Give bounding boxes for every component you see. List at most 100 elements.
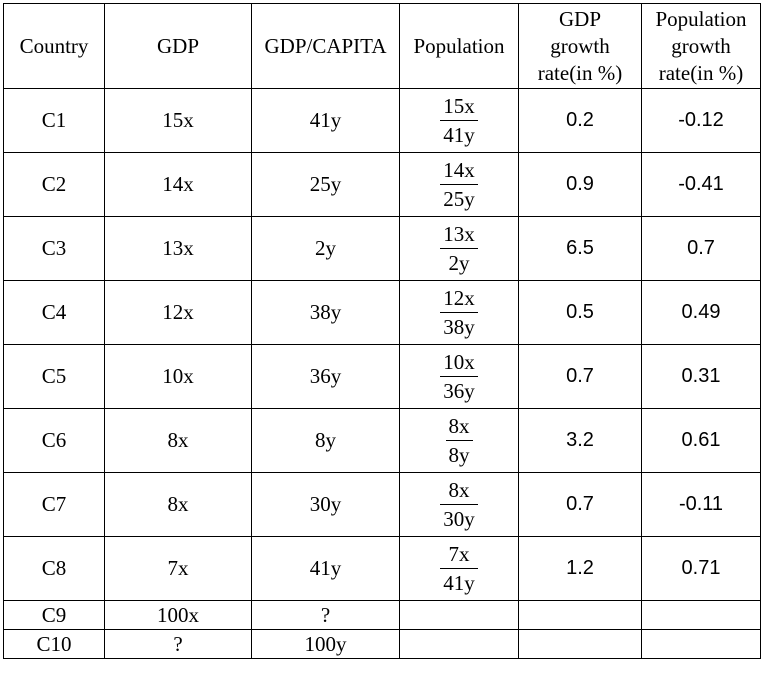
gdp-per-capita-cell: 100y [251,629,400,659]
fraction-bar [440,312,478,313]
gdp-cell: 13x [104,216,252,281]
fraction-bar [440,568,478,569]
header-gdp-growth-rate: GDP growth rate(in %) [518,3,642,89]
population-cell: 10x 36y [399,344,519,409]
gdp-cell: 8x [104,472,252,537]
country-gdp-table: Country GDP GDP/CAPITA Population GDP gr… [3,3,761,659]
gdp-cell: 14x [104,152,252,217]
gdp-growth-cell: 1.2 [518,536,642,601]
country-cell: C7 [3,472,105,537]
country-cell: C2 [3,152,105,217]
country-cell: C6 [3,408,105,473]
gdp-per-capita-cell: 36y [251,344,400,409]
population-growth-cell: 0.61 [641,408,761,473]
population-fraction: 14x 25y [440,157,478,212]
population-cell: 7x 41y [399,536,519,601]
fraction-numerator: 10x [443,350,475,374]
gdp-cell: 15x [104,88,252,153]
gdp-growth-cell: 0.2 [518,88,642,153]
population-fraction: 10x 36y [440,349,478,404]
table-row: C4 12x 38y 12x 38y 0.5 0.49 [3,280,761,345]
fraction-numerator: 8x [448,478,470,502]
population-cell [399,600,519,630]
population-fraction: 7x 41y [440,541,478,596]
population-fraction: 15x 41y [440,93,478,148]
fraction-bar [445,440,473,441]
fraction-denominator: 36y [443,379,475,403]
fraction-denominator: 41y [443,123,475,147]
gdp-growth-cell: 0.7 [518,344,642,409]
population-fraction: 13x 2y [440,221,478,276]
population-fraction: 8x 30y [440,477,478,532]
fraction-denominator: 8y [448,443,470,467]
table-row: C8 7x 41y 7x 41y 1.2 0.71 [3,536,761,601]
country-cell: C3 [3,216,105,281]
country-cell: C1 [3,88,105,153]
header-population: Population [399,3,519,89]
population-growth-cell: 0.71 [641,536,761,601]
gdp-per-capita-cell: 30y [251,472,400,537]
fraction-numerator: 12x [443,286,475,310]
gdp-cell: ? [104,629,252,659]
gdp-per-capita-cell: 2y [251,216,400,281]
population-growth-cell [641,629,761,659]
fraction-numerator: 15x [443,94,475,118]
gdp-per-capita-cell: ? [251,600,400,630]
gdp-cell: 10x [104,344,252,409]
fraction-bar [440,184,478,185]
table-row: C6 8x 8y 8x 8y 3.2 0.61 [3,408,761,473]
gdp-per-capita-cell: 25y [251,152,400,217]
population-growth-cell: 0.31 [641,344,761,409]
gdp-growth-cell: 0.5 [518,280,642,345]
population-fraction: 12x 38y [440,285,478,340]
population-growth-cell: 0.7 [641,216,761,281]
header-country: Country [3,3,105,89]
gdp-cell: 100x [104,600,252,630]
gdp-growth-cell [518,600,642,630]
fraction-denominator: 41y [443,571,475,595]
gdp-growth-cell: 0.7 [518,472,642,537]
population-cell: 8x 8y [399,408,519,473]
gdp-growth-cell: 6.5 [518,216,642,281]
table-row: C3 13x 2y 13x 2y 6.5 0.7 [3,216,761,281]
fraction-bar [440,504,478,505]
table-row: C2 14x 25y 14x 25y 0.9 -0.41 [3,152,761,217]
header-gdp-per-capita: GDP/CAPITA [251,3,400,89]
population-growth-cell: 0.49 [641,280,761,345]
header-row: Country GDP GDP/CAPITA Population GDP gr… [3,3,761,89]
fraction-denominator: 2y [448,251,470,275]
population-cell: 13x 2y [399,216,519,281]
gdp-growth-cell [518,629,642,659]
country-cell: C8 [3,536,105,601]
fraction-numerator: 8x [448,414,470,438]
population-cell: 8x 30y [399,472,519,537]
table-row: C7 8x 30y 8x 30y 0.7 -0.11 [3,472,761,537]
fraction-numerator: 7x [448,542,470,566]
table-row: C1 15x 41y 15x 41y 0.2 -0.12 [3,88,761,153]
fraction-numerator: 14x [443,158,475,182]
population-growth-cell [641,600,761,630]
gdp-growth-cell: 3.2 [518,408,642,473]
gdp-cell: 7x [104,536,252,601]
country-cell: C5 [3,344,105,409]
fraction-numerator: 13x [443,222,475,246]
header-gdp: GDP [104,3,252,89]
table-row: C10 ? 100y [3,629,761,659]
gdp-per-capita-cell: 41y [251,536,400,601]
gdp-per-capita-cell: 38y [251,280,400,345]
fraction-denominator: 30y [443,507,475,531]
population-growth-cell: -0.11 [641,472,761,537]
header-population-growth-rate: Population growth rate(in %) [641,3,761,89]
fraction-bar [440,248,478,249]
population-cell: 12x 38y [399,280,519,345]
population-cell: 15x 41y [399,88,519,153]
country-cell: C10 [3,629,105,659]
fraction-bar [440,376,478,377]
country-cell: C9 [3,600,105,630]
table-row: C9 100x ? [3,600,761,630]
population-fraction: 8x 8y [445,413,473,468]
population-cell: 14x 25y [399,152,519,217]
fraction-denominator: 25y [443,187,475,211]
table-row: C5 10x 36y 10x 36y 0.7 0.31 [3,344,761,409]
population-cell [399,629,519,659]
